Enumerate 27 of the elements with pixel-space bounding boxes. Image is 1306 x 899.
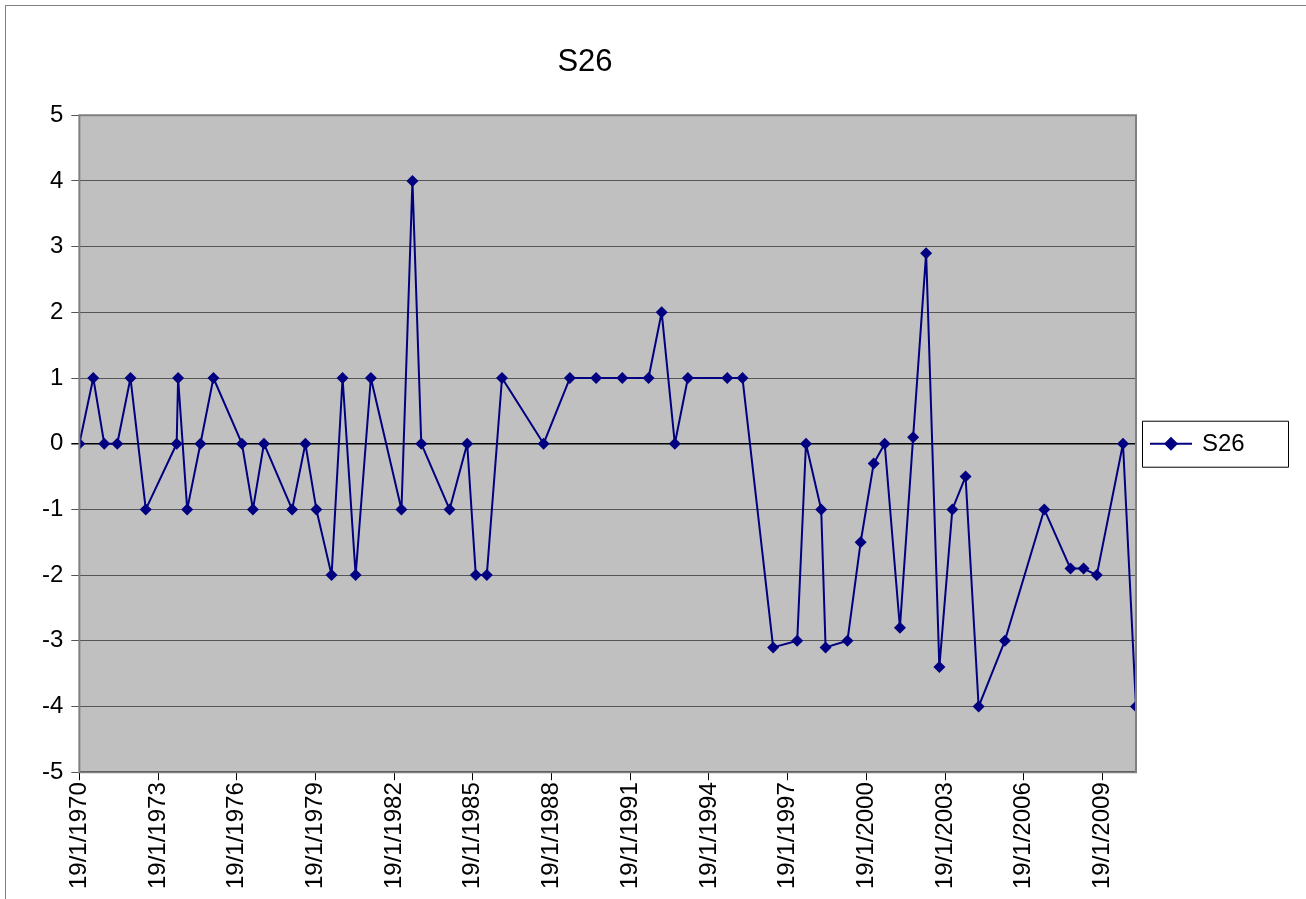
chart-title: S26	[557, 43, 613, 79]
x-tick-label: 19/1/1979	[300, 782, 328, 890]
y-tick-label: 0	[49, 428, 64, 456]
legend-label: S26	[1202, 429, 1245, 457]
x-tick-label: 19/1/1982	[378, 782, 406, 890]
y-tick-label: 1	[49, 362, 64, 390]
y-tick-label: -4	[42, 691, 64, 719]
x-tick-label: 19/1/1994	[693, 782, 721, 890]
x-tick-label: 19/1/1973	[142, 782, 170, 890]
y-tick-label: -1	[42, 494, 64, 522]
y-tick-label: 2	[49, 296, 64, 324]
y-tick-label: 5	[49, 99, 64, 127]
x-tick-label: 19/1/1970	[63, 782, 91, 890]
x-tick-label: 19/1/2003	[929, 782, 957, 890]
x-tick-label: 19/1/1988	[536, 782, 564, 890]
x-tick-label: 19/1/2009	[1087, 782, 1115, 890]
y-tick-label: 3	[49, 231, 64, 259]
y-tick-label: 4	[49, 165, 64, 193]
x-tick-label: 19/1/1976	[221, 782, 249, 890]
x-tick-label: 19/1/2006	[1008, 782, 1036, 890]
x-tick-label: 19/1/1985	[457, 782, 485, 890]
x-tick-label: 19/1/1991	[614, 782, 642, 890]
y-tick-label: -5	[42, 756, 64, 784]
x-tick-label: 19/1/2000	[850, 782, 878, 890]
x-tick-label: 19/1/1997	[772, 782, 800, 890]
y-tick-label: -2	[42, 559, 64, 587]
y-tick-label: -3	[42, 625, 64, 653]
